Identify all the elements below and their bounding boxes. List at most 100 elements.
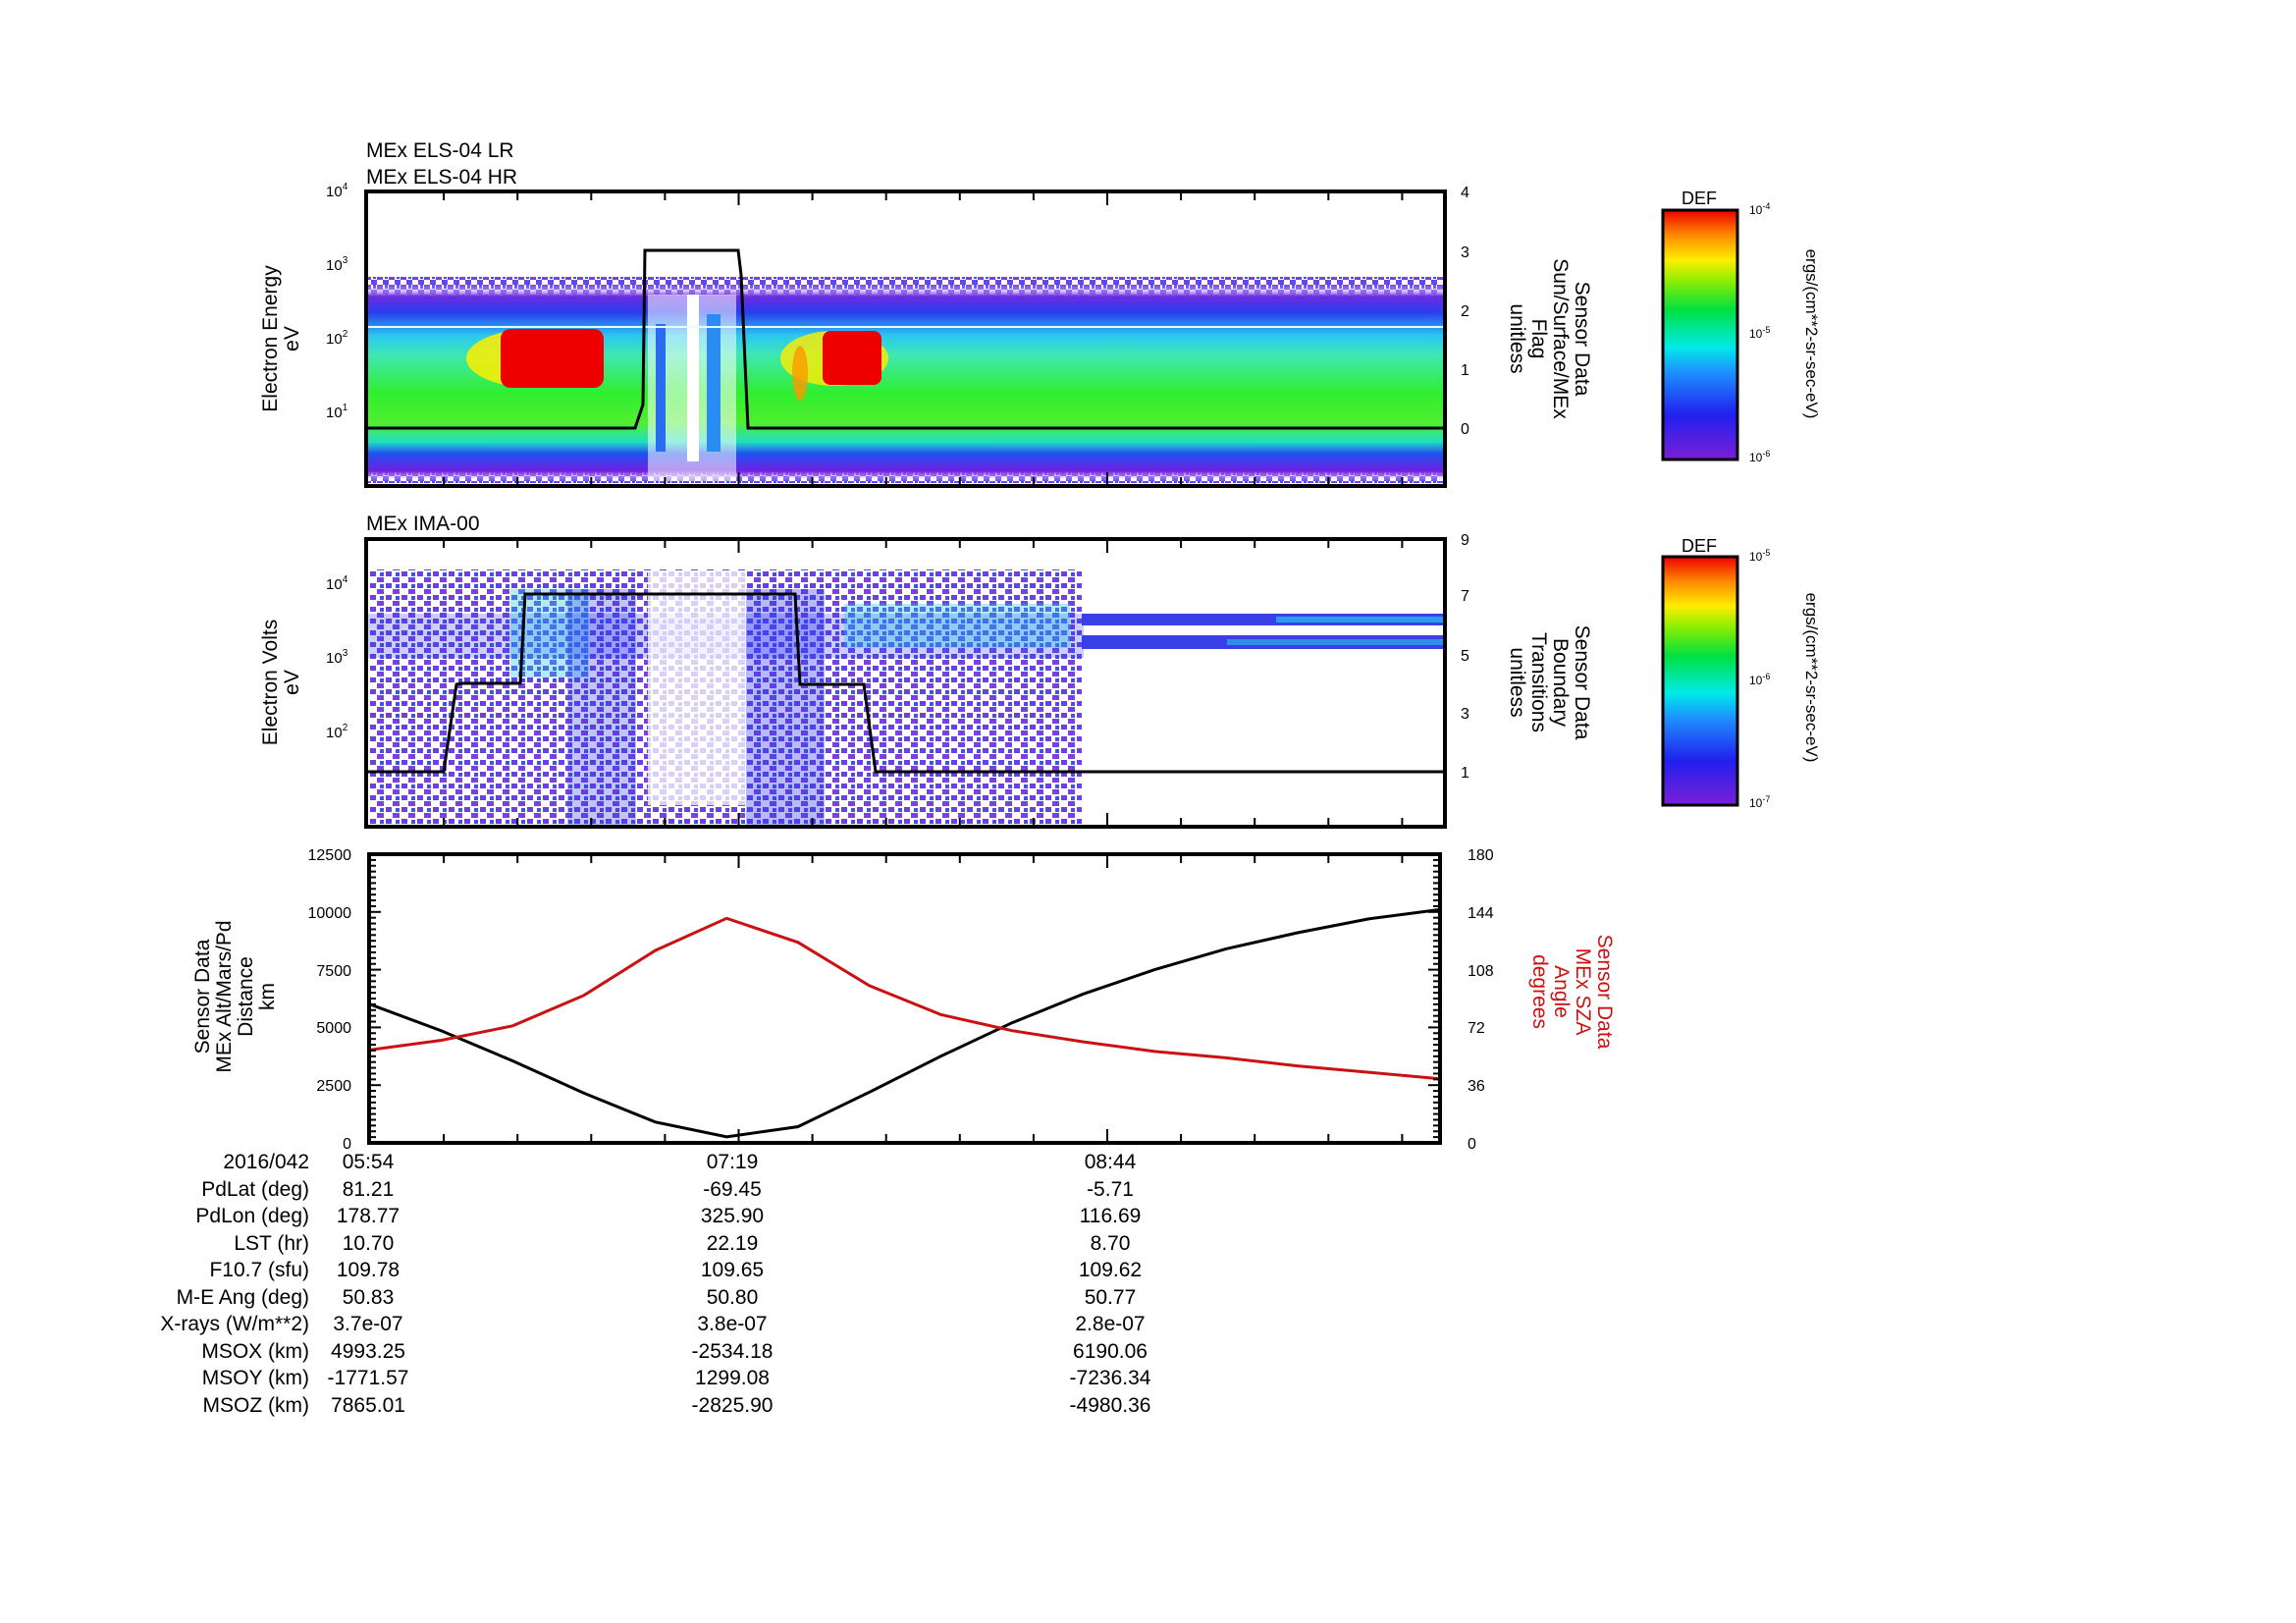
ima-spectrogram xyxy=(367,569,1443,825)
ephemeris-cell: F10.7 (sfu) xyxy=(209,1259,309,1281)
ephemeris-cell: -1771.57 xyxy=(327,1367,409,1389)
svg-text:10-7: 10-7 xyxy=(1749,794,1770,810)
svg-text:10-6: 10-6 xyxy=(1749,672,1770,687)
ephemeris-col-0: 05:54 81.21 178.77 10.70 109.78 50.83 3.7e-07 4… xyxy=(299,1149,437,1419)
svg-text:2: 2 xyxy=(1461,303,1469,320)
ephemeris-cell: 2.8e-07 xyxy=(1075,1313,1146,1335)
line-y-minor-ticks xyxy=(369,853,1440,1144)
line-y-label: Sensor DataMEx Alt/Mars/PdDistancekm xyxy=(191,920,279,1072)
svg-text:72: 72 xyxy=(1468,1020,1485,1037)
ima-colorbar-units: ergs/(cm**2-sr-sec-eV) xyxy=(1802,593,1821,763)
ima-panel: MEx IMA-00 104 103 102 Electron VoltseV … xyxy=(259,513,1821,829)
ephemeris-cell: 05:54 xyxy=(342,1151,395,1173)
ephemeris-cell: 22.19 xyxy=(706,1231,759,1255)
line-x-ticks xyxy=(443,854,1404,1143)
ephemeris-cell: M-E Ang (deg) xyxy=(176,1285,309,1309)
els-flag-line xyxy=(367,248,1444,430)
ephemeris-cell: 109.78 xyxy=(336,1259,400,1281)
ephemeris-cell: 08:44 xyxy=(1084,1151,1137,1173)
svg-text:102: 102 xyxy=(326,723,348,741)
line-y2-label: Sensor DataMEx SZAAngledegrees xyxy=(1528,935,1616,1050)
svg-text:DEF: DEF xyxy=(1682,536,1717,556)
ephemeris-cell: -7236.34 xyxy=(1069,1367,1151,1389)
ephemeris-cell: MSOZ (km) xyxy=(202,1393,309,1417)
svg-text:7: 7 xyxy=(1461,588,1469,605)
ephemeris-col-2: 08:44 -5.71 116.69 8.70 109.62 50.77 2.8e-07 61… xyxy=(1041,1149,1179,1419)
svg-text:108: 108 xyxy=(1468,963,1494,980)
ephemeris-cell: 7865.01 xyxy=(331,1393,405,1417)
ephemeris-cell: -2534.18 xyxy=(691,1339,774,1363)
els-panel: MEx ELS-04 LR MEx ELS-04 HR xyxy=(259,139,1821,488)
ephemeris-cell: PdLon (deg) xyxy=(195,1205,309,1227)
ephemeris-cell: 3.8e-07 xyxy=(697,1313,768,1335)
els-x-ticks xyxy=(443,191,1404,486)
ephemeris-labels: 2016/042 PdLat (deg) PdLon (deg) LST (hr) F1… xyxy=(128,1149,309,1419)
svg-text:DEF: DEF xyxy=(1682,189,1717,208)
ephemeris-cell: 10.70 xyxy=(342,1231,395,1255)
svg-text:180: 180 xyxy=(1468,847,1494,864)
svg-text:1: 1 xyxy=(1461,362,1469,379)
ephemeris-cell: 2016/042 xyxy=(223,1151,309,1173)
svg-text:4: 4 xyxy=(1461,185,1469,201)
svg-text:104: 104 xyxy=(326,182,348,200)
svg-text:3: 3 xyxy=(1461,244,1469,261)
ephemeris-cell: -4980.36 xyxy=(1069,1393,1151,1417)
sza-line xyxy=(369,916,1441,1081)
ephemeris-cell: 109.65 xyxy=(700,1259,765,1281)
ephemeris-cell: 50.83 xyxy=(342,1285,395,1309)
ephemeris-cell: 3.7e-07 xyxy=(333,1313,403,1335)
ima-y2-tick-labels: 9 7 5 3 1 xyxy=(1461,532,1469,782)
ephemeris-cell: 178.77 xyxy=(336,1205,400,1227)
els-y2-label: Sensor DataSun/Surface/MExFlagunitless xyxy=(1506,258,1593,419)
svg-text:2500: 2500 xyxy=(316,1078,351,1095)
ephemeris-cell: 109.62 xyxy=(1078,1259,1143,1281)
ephemeris-cell: PdLat (deg) xyxy=(201,1177,309,1201)
svg-text:5: 5 xyxy=(1461,648,1469,665)
svg-text:102: 102 xyxy=(326,329,348,348)
line-y2-tick-labels: 180 144 108 72 36 0 xyxy=(1468,847,1494,1153)
svg-text:103: 103 xyxy=(326,255,348,274)
svg-text:10-5: 10-5 xyxy=(1749,548,1770,564)
ima-y-tick-labels: 104 103 102 xyxy=(326,574,348,741)
ephemeris-cell: 81.21 xyxy=(342,1177,395,1201)
svg-text:10000: 10000 xyxy=(308,905,352,922)
svg-text:0: 0 xyxy=(343,1136,351,1153)
svg-text:104: 104 xyxy=(326,574,348,593)
els-colorbar: DEF 10-4 10-5 10-6 ergs/(cm**2-sr-sec-eV… xyxy=(1661,189,1821,464)
svg-text:36: 36 xyxy=(1468,1078,1485,1095)
ephemeris-cell: 50.80 xyxy=(706,1285,759,1309)
altitude-line xyxy=(369,907,1441,1139)
line-panel: 12500 10000 7500 5000 2500 0 Sensor Data… xyxy=(191,847,1616,1153)
els-colorbar-units: ergs/(cm**2-sr-sec-eV) xyxy=(1802,249,1821,419)
els-y2-tick-labels: 4 3 2 1 0 xyxy=(1461,185,1469,438)
ephemeris-cell: 116.69 xyxy=(1079,1205,1142,1227)
svg-text:10-5: 10-5 xyxy=(1749,325,1770,341)
els-y-label: Electron EnergyeV xyxy=(259,265,303,412)
els-title-hr: MEx ELS-04 HR xyxy=(366,166,517,189)
svg-text:3: 3 xyxy=(1461,706,1469,723)
els-y-tick-labels: 104 103 102 101 xyxy=(326,182,348,421)
ephemeris-cell: 50.77 xyxy=(1084,1285,1137,1309)
ima-y-label: Electron VoltseV xyxy=(259,620,303,745)
ephemeris-cell: X-rays (W/m**2) xyxy=(160,1313,309,1335)
ephemeris-cell: 8.70 xyxy=(1090,1231,1131,1255)
ephemeris-cell: 1299.08 xyxy=(695,1367,770,1389)
svg-text:1: 1 xyxy=(1461,765,1469,782)
svg-text:0: 0 xyxy=(1468,1136,1476,1153)
ephemeris-cell: -69.45 xyxy=(703,1177,762,1201)
ima-boundary-line xyxy=(367,592,1444,774)
svg-text:103: 103 xyxy=(326,648,348,667)
line-y-tick-labels: 12500 10000 7500 5000 2500 0 xyxy=(308,847,352,1153)
ima-frame xyxy=(364,537,1447,829)
ima-x-ticks xyxy=(443,539,1404,827)
svg-text:10-6: 10-6 xyxy=(1749,449,1770,464)
svg-text:7500: 7500 xyxy=(316,963,351,980)
els-frame xyxy=(364,189,1447,488)
svg-text:9: 9 xyxy=(1461,532,1469,549)
svg-text:12500: 12500 xyxy=(308,847,352,864)
ephemeris-cell: MSOX (km) xyxy=(201,1339,309,1363)
ima-y2-label: Sensor DataBoundaryTransitionsunitless xyxy=(1506,625,1593,740)
svg-text:10-4: 10-4 xyxy=(1749,201,1770,217)
els-title-lr: MEx ELS-04 LR xyxy=(366,139,514,162)
